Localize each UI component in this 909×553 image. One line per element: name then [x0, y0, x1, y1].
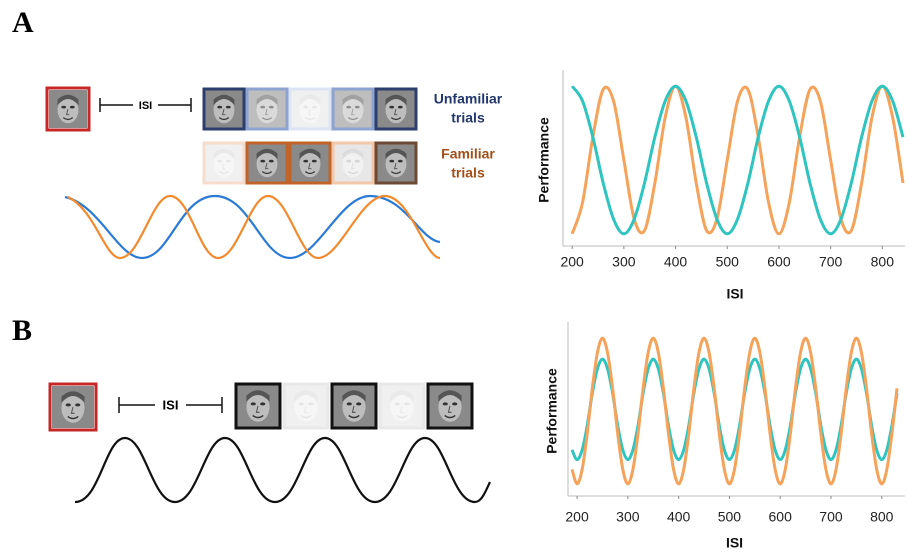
x-tick-label: 800	[870, 509, 894, 525]
series-line	[572, 86, 903, 234]
series-line	[572, 338, 897, 484]
x-tick-label: 600	[767, 254, 791, 270]
x-axis-label: ISI	[726, 535, 743, 551]
trial-label: Unfamiliar	[434, 91, 503, 107]
trial-label: Familiar	[441, 146, 495, 162]
figure: A B	[0, 0, 909, 553]
isi-label: ISI	[163, 397, 179, 412]
x-tick-label: 700	[819, 254, 843, 270]
x-tick-label: 500	[718, 509, 742, 525]
x-axis-label: ISI	[726, 286, 743, 302]
diagram-a	[47, 88, 440, 258]
x-tick-label: 500	[716, 254, 740, 270]
x-tick-label: 300	[616, 509, 640, 525]
x-tick-label: 400	[667, 509, 691, 525]
x-tick-label: 700	[819, 509, 843, 525]
isi-label: ISI	[139, 100, 152, 112]
y-axis-label: Performance	[544, 368, 560, 454]
x-tick-label: 200	[560, 254, 584, 270]
x-tick-label: 600	[769, 509, 793, 525]
x-tick-label: 200	[565, 509, 589, 525]
x-tick-label: 800	[871, 254, 895, 270]
panel-label: A	[12, 6, 34, 39]
trial-label: trials	[451, 110, 485, 126]
panel-label: B	[12, 314, 32, 347]
diagram-b	[50, 384, 490, 502]
x-tick-label: 300	[612, 254, 636, 270]
y-axis-label: Performance	[536, 117, 552, 203]
x-tick-label: 400	[664, 254, 688, 270]
series-line	[572, 86, 903, 234]
trial-label: trials	[451, 165, 485, 181]
